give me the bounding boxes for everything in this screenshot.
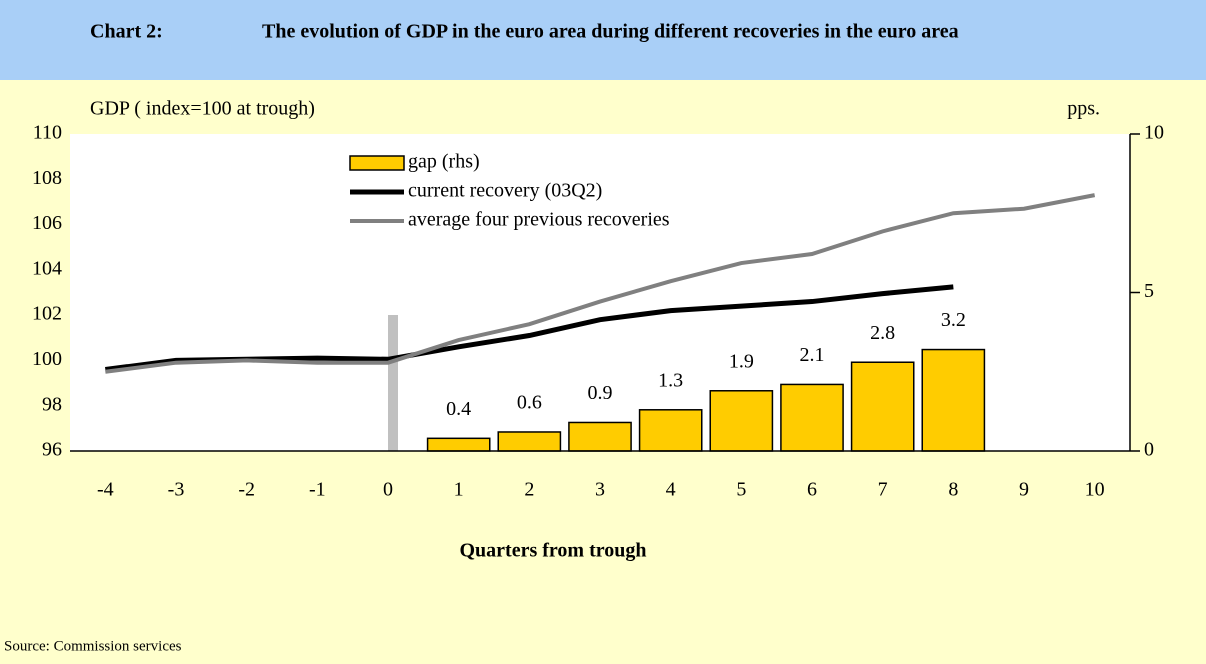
x-tick-label: -4 (97, 479, 114, 501)
y-tick-label: 100 (32, 348, 62, 370)
bar (497, 431, 562, 452)
legend-label: current recovery (03Q2) (408, 180, 602, 202)
bar (850, 361, 915, 452)
x-tick-label: -3 (168, 479, 185, 501)
legend-swatch (349, 155, 405, 171)
data-label: 2.1 (800, 344, 825, 366)
data-label: 2.8 (870, 322, 895, 344)
y2-tick-label: 5 (1144, 280, 1154, 302)
y2-axis-label: pps. (1067, 98, 1100, 120)
bar (921, 348, 986, 452)
x-tick-label: 1 (454, 479, 464, 501)
y-tick-label: 98 (42, 393, 62, 415)
y2-tick-label: 0 (1144, 439, 1154, 461)
x-tick-label: -1 (309, 479, 326, 501)
legend-label: gap (rhs) (408, 151, 480, 173)
y-axis-label: GDP ( index=100 at trough) (90, 98, 315, 120)
y-tick-label: 96 (42, 439, 62, 461)
x-tick-label: 0 (383, 479, 393, 501)
x-tick-label: 9 (1019, 479, 1029, 501)
legend-label: average four previous recoveries (408, 209, 670, 231)
trough-marker (388, 315, 398, 451)
y-tick-label: 102 (32, 303, 62, 325)
bar (568, 421, 632, 452)
header-band (0, 0, 1206, 80)
x-tick-label: 8 (948, 479, 958, 501)
bar (780, 383, 844, 452)
x-tick-label: 2 (524, 479, 534, 501)
source: Source: Commission services (4, 638, 182, 654)
data-label: 0.4 (446, 398, 471, 420)
y-tick-label: 108 (32, 167, 62, 189)
x-tick-label: 6 (807, 479, 817, 501)
x-tick-label: 4 (666, 479, 676, 501)
bar (638, 409, 703, 452)
y-tick-label: 110 (33, 122, 62, 144)
x-tick-label: 3 (595, 479, 605, 501)
y-tick-label: 106 (32, 212, 62, 234)
y-tick-label: 104 (32, 257, 62, 279)
data-label: 0.6 (517, 392, 542, 414)
x-tick-label: 10 (1085, 479, 1105, 501)
data-label: 1.3 (658, 369, 683, 391)
x-tick-label: 7 (878, 479, 888, 501)
x-tick-label: 5 (736, 479, 746, 501)
bar (426, 437, 491, 452)
y2-tick-label: 10 (1144, 122, 1164, 144)
data-label: 0.9 (588, 382, 613, 404)
chart-title: The evolution of GDP in the euro area du… (262, 21, 959, 43)
x-axis-label: Quarters from trough (459, 540, 646, 562)
x-tick-label: -2 (238, 479, 255, 501)
data-label: 1.9 (729, 350, 754, 372)
bar (709, 390, 774, 452)
chart-number: Chart 2: (90, 21, 163, 43)
line (105, 193, 1096, 374)
data-label: 3.2 (941, 309, 966, 331)
